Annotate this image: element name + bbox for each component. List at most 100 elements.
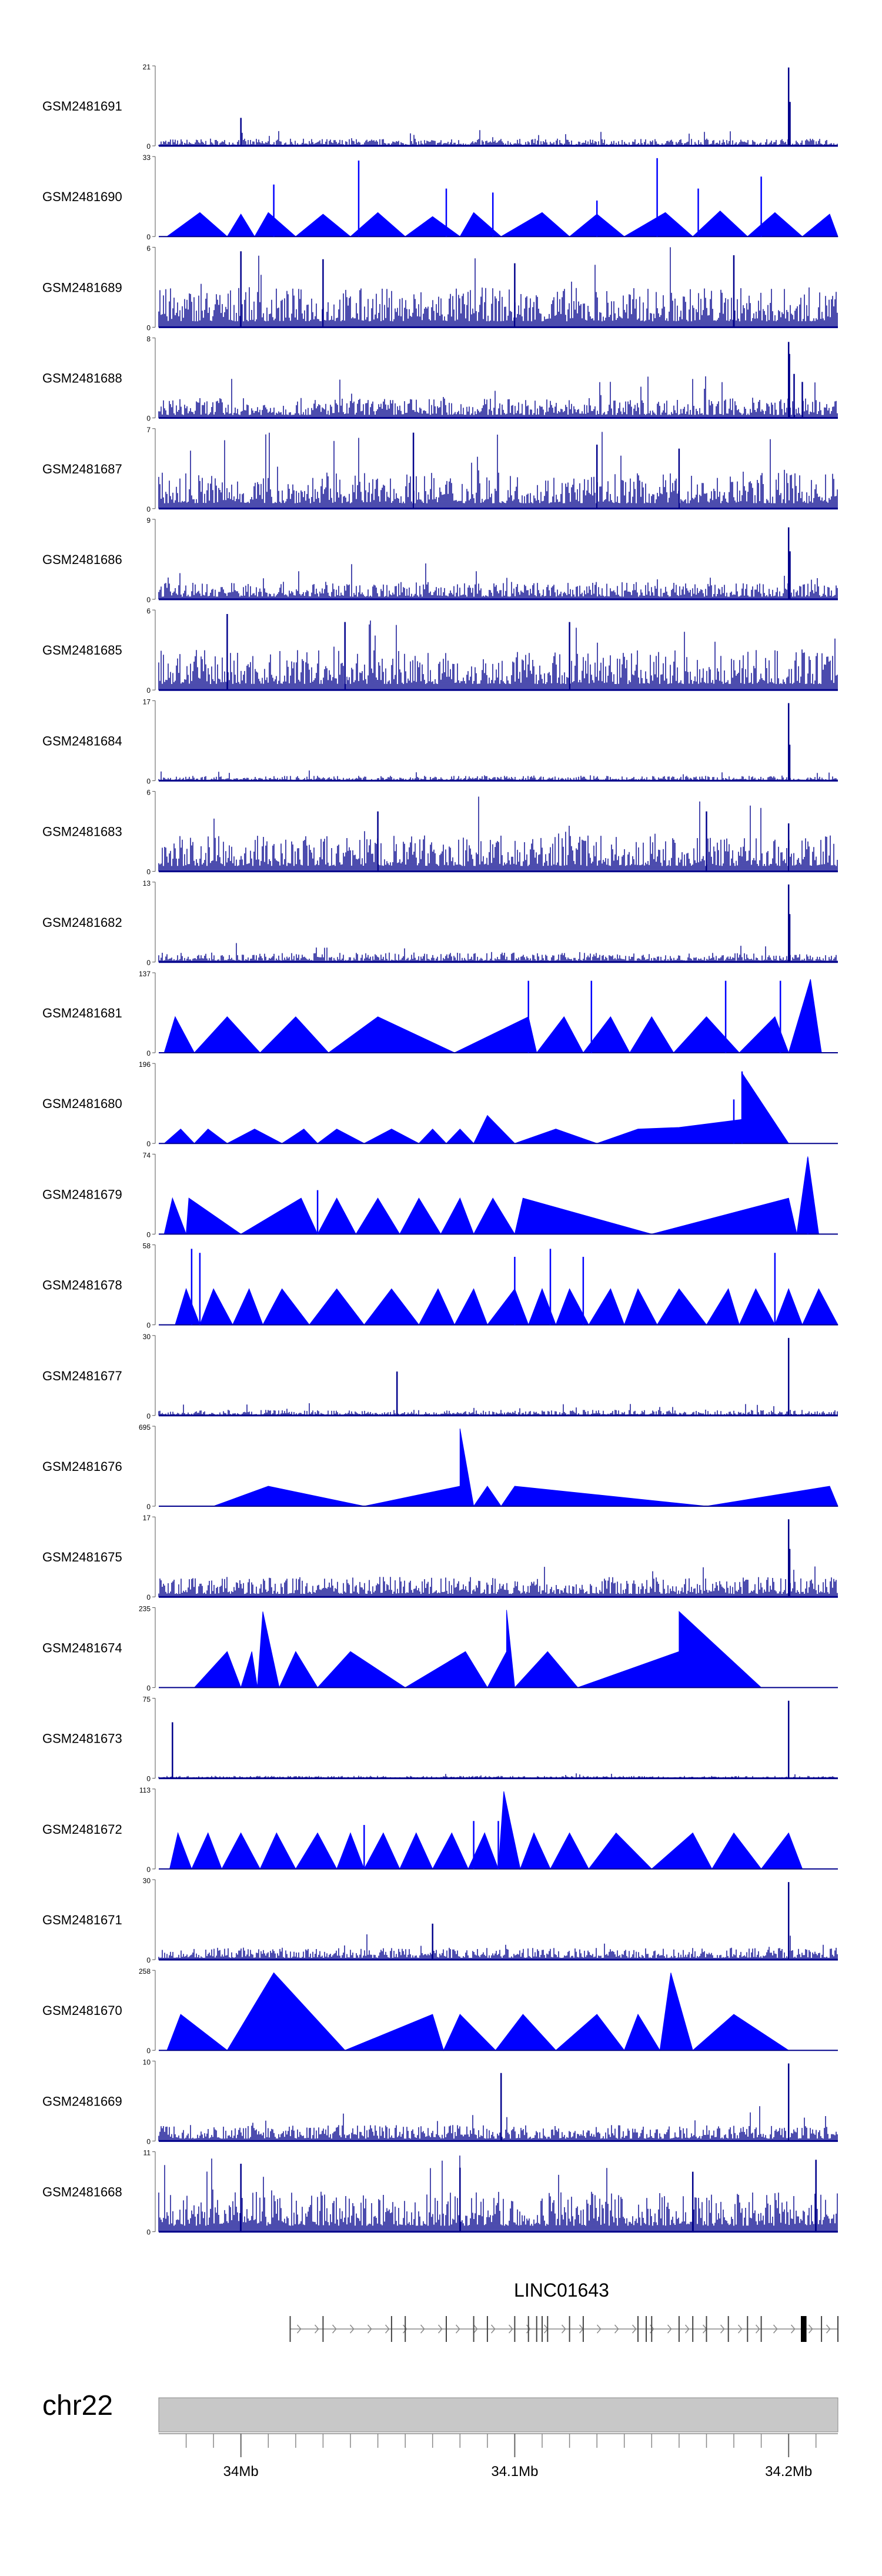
- strand-arrow: [596, 2324, 602, 2334]
- track-GSM2481668: GSM2481668 11 0: [42, 2149, 838, 2237]
- coverage-bars: [158, 2106, 838, 2141]
- track-name: GSM2481680: [42, 1096, 122, 1111]
- track-name: GSM2481682: [42, 915, 122, 930]
- strand-arrow: [632, 2324, 637, 2334]
- track-GSM2481687: GSM2481687 7 0: [42, 426, 838, 513]
- coverage-bars: [158, 130, 838, 146]
- track-GSM2481691: GSM2481691 21 0: [42, 63, 838, 151]
- strand-arrow: [508, 2324, 513, 2334]
- coverage-bars: [158, 770, 838, 781]
- y-max-label: 17: [143, 1514, 151, 1522]
- coverage-bars: [158, 563, 838, 599]
- track-GSM2481682: GSM2481682 13 0: [42, 879, 838, 967]
- y-min-label: 0: [146, 1140, 151, 1148]
- y-max-label: 33: [143, 154, 151, 162]
- track-GSM2481673: GSM2481673 75 0: [42, 1696, 838, 1783]
- strand-arrow: [720, 2324, 725, 2334]
- y-min-label: 0: [146, 1684, 151, 1692]
- track-GSM2481683: GSM2481683 6 0: [42, 789, 838, 876]
- strand-arrow: [296, 2324, 302, 2334]
- track-GSM2481681: GSM2481681 137 0: [42, 970, 838, 1057]
- y-max-label: 21: [143, 63, 151, 71]
- track-GSM2481688: GSM2481688 8 0: [42, 335, 838, 423]
- coverage-area: [166, 211, 838, 238]
- gene-label: LINC01643: [514, 2280, 609, 2301]
- coverage-bars: [158, 376, 838, 418]
- track-name: GSM2481690: [42, 189, 122, 204]
- y-min-label: 0: [146, 1230, 151, 1239]
- gene-track: LINC01643: [289, 2280, 838, 2342]
- track-GSM2481680: GSM2481680 196 0: [42, 1060, 838, 1148]
- coverage-bars: [158, 941, 838, 962]
- y-min-label: 0: [146, 777, 151, 785]
- y-min-label: 0: [146, 1503, 151, 1511]
- track-GSM2481689: GSM2481689 6 0: [42, 244, 838, 332]
- gene-model: [289, 2316, 838, 2342]
- strand-arrow: [684, 2324, 690, 2334]
- track-name: GSM2481677: [42, 1369, 122, 1383]
- strand-arrow: [437, 2324, 443, 2334]
- coverage-area: [193, 1610, 762, 1689]
- y-max-label: 137: [139, 970, 151, 978]
- y-max-label: 6: [146, 789, 151, 797]
- y-min-label: 0: [146, 959, 151, 967]
- y-min-label: 0: [146, 142, 151, 151]
- y-min-label: 0: [146, 1322, 151, 1330]
- track-name: GSM2481681: [42, 1006, 122, 1020]
- track-GSM2481676: GSM2481676 695 0: [42, 1423, 838, 1511]
- y-max-label: 6: [146, 607, 151, 615]
- y-max-label: 30: [143, 1333, 151, 1341]
- track-GSM2481684: GSM2481684 17 0: [42, 698, 838, 785]
- track-name: GSM2481670: [42, 2003, 122, 2018]
- y-max-label: 58: [143, 1242, 151, 1250]
- track-name: GSM2481679: [42, 1187, 122, 1202]
- coverage-bars: [158, 432, 838, 509]
- y-min-label: 0: [146, 1593, 151, 1601]
- coverage-bars: [158, 1934, 838, 1960]
- track-name: GSM2481686: [42, 552, 122, 567]
- track-name: GSM2481669: [42, 2094, 122, 2108]
- y-max-label: 74: [143, 1151, 151, 1159]
- axis-tick-label: 34.1Mb: [491, 2464, 538, 2480]
- coverage-bars: [158, 620, 838, 690]
- track-name: GSM2481683: [42, 825, 122, 839]
- track-GSM2481672: GSM2481672 113 0: [42, 1786, 838, 1874]
- track-name: GSM2481689: [42, 280, 122, 295]
- chromosome-band: [158, 2397, 838, 2432]
- y-min-label: 0: [146, 596, 151, 604]
- strand-arrow: [402, 2324, 407, 2334]
- y-max-label: 9: [146, 516, 151, 525]
- track-GSM2481675: GSM2481675 17 0: [42, 1514, 838, 1601]
- track-GSM2481685: GSM2481685 6 0: [42, 607, 838, 695]
- strand-arrow: [808, 2324, 813, 2334]
- track-name: GSM2481678: [42, 1278, 122, 1293]
- strand-arrow: [667, 2324, 672, 2334]
- coverage-bars: [158, 2155, 838, 2232]
- track-name: GSM2481688: [42, 371, 122, 386]
- strand-arrow: [790, 2324, 796, 2334]
- track-GSM2481671: GSM2481671 30 0: [42, 1877, 838, 1964]
- y-max-label: 258: [139, 1967, 151, 1976]
- y-min-label: 0: [146, 1956, 151, 1964]
- track-name: GSM2481675: [42, 1550, 122, 1564]
- strand-arrow: [490, 2324, 496, 2334]
- coverage-area: [169, 1791, 803, 1870]
- track-GSM2481674: GSM2481674 235 0: [42, 1604, 838, 1692]
- y-max-label: 30: [143, 1877, 151, 1885]
- y-max-label: 13: [143, 879, 151, 887]
- strand-arrow: [561, 2324, 566, 2334]
- y-min-label: 0: [146, 2047, 151, 2055]
- track-GSM2481669: GSM2481669 10 0: [42, 2058, 838, 2145]
- strand-arrow: [349, 2324, 355, 2334]
- y-max-label: 11: [143, 2149, 151, 2157]
- strand-arrow: [737, 2324, 743, 2334]
- strand-arrow: [332, 2324, 337, 2334]
- coverage-bars: [158, 1566, 838, 1597]
- track-name: GSM2481687: [42, 462, 122, 476]
- strand-arrow: [367, 2324, 372, 2334]
- y-max-label: 196: [139, 1060, 151, 1069]
- y-max-label: 695: [139, 1423, 151, 1432]
- strand-arrow: [385, 2324, 390, 2334]
- y-min-label: 0: [146, 1775, 151, 1783]
- strand-arrow: [473, 2324, 478, 2334]
